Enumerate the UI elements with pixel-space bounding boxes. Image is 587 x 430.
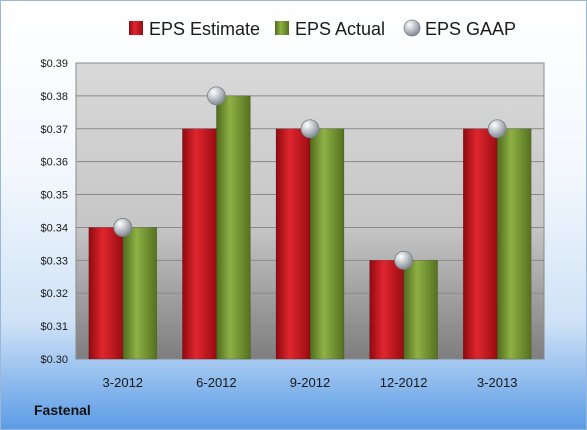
eps-gaap-point	[113, 218, 133, 237]
legend-label-eps-actual: EPS Actual	[295, 19, 385, 39]
legend-swatch-eps-actual	[275, 21, 289, 35]
x-tick-label: 3-2012	[103, 375, 143, 390]
x-tick-label: 6-2012	[196, 375, 236, 390]
legend-label-eps-estimate: EPS Estimate	[149, 19, 260, 39]
bars	[88, 95, 532, 360]
eps-actual-bar	[309, 128, 345, 360]
legend: EPS Estimate EPS Actual EPS GAAP	[129, 19, 516, 39]
eps-actual-bar	[496, 128, 532, 360]
legend-swatch-eps-estimate	[129, 21, 143, 35]
y-tick-label: $0.39	[40, 58, 68, 70]
x-tick-label: 12-2012	[380, 375, 428, 390]
company-name: Fastenal	[34, 402, 91, 418]
eps-estimate-bar	[88, 227, 124, 360]
gaap-points	[113, 86, 507, 270]
eps-estimate-bar	[462, 128, 498, 360]
y-tick-label: $0.33	[40, 255, 68, 267]
y-tick-label: $0.35	[40, 190, 68, 202]
y-tick-label: $0.30	[40, 354, 68, 366]
eps-actual-bar	[122, 227, 158, 360]
y-tick-label: $0.37	[40, 124, 68, 136]
eps-gaap-point	[206, 86, 226, 106]
x-tick-label: 3-2013	[477, 375, 517, 390]
legend-label-eps-gaap: EPS GAAP	[425, 19, 516, 39]
eps-actual-bar	[216, 95, 251, 360]
eps-gaap-point	[300, 119, 320, 139]
y-axis-ticks: $0.30 $0.31 $0.32 $0.33 $0.34 $0.35 $0.36 $0.37…	[40, 58, 68, 366]
eps-estimate-bar	[182, 128, 217, 360]
eps-actual-bar	[403, 260, 438, 360]
eps-estimate-bar	[369, 260, 404, 360]
y-tick-label: $0.38	[40, 91, 68, 103]
y-tick-label: $0.32	[40, 288, 68, 300]
x-axis-labels: 3-2012 6-2012 9-2012 12-2012 3-2013	[103, 375, 518, 390]
y-tick-label: $0.36	[40, 157, 68, 169]
eps-gaap-point	[487, 119, 507, 139]
y-tick-label: $0.34	[40, 222, 68, 234]
eps-estimate-bar	[275, 128, 311, 360]
eps-gaap-point	[394, 250, 414, 270]
y-tick-label: $0.31	[40, 321, 68, 333]
legend-swatch-eps-gaap	[403, 19, 421, 37]
x-tick-label: 9-2012	[290, 375, 330, 390]
